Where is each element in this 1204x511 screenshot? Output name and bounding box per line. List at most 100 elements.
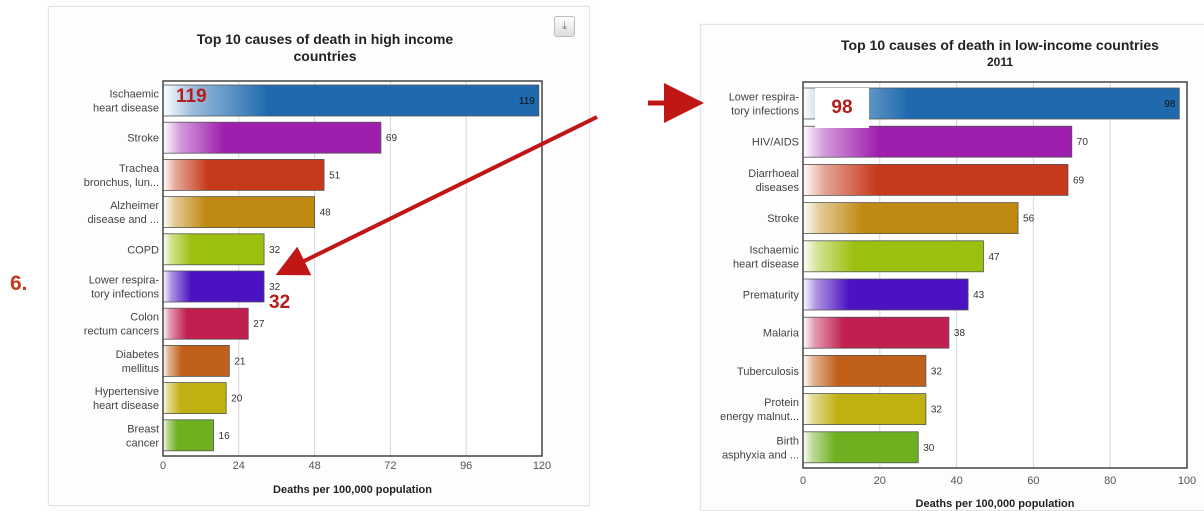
category-label: heart disease <box>93 400 159 412</box>
data-label: 51 <box>329 170 341 181</box>
category-label: tory infections <box>91 289 159 301</box>
plot-frame <box>162 80 543 457</box>
x-tick-label: 24 <box>233 460 245 472</box>
category-label: cancer <box>126 437 159 449</box>
category-label: Protein <box>764 397 799 409</box>
data-label: 47 <box>988 252 1000 263</box>
category-label: Diarrhoeal <box>748 168 799 180</box>
bar <box>162 121 382 154</box>
x-tick-label: 80 <box>1104 475 1116 487</box>
category-label: COPD <box>127 244 159 256</box>
data-label: 70 <box>1077 137 1089 148</box>
x-axis-label: Deaths per 100,000 population <box>273 484 432 496</box>
category-label: Diabetes <box>116 349 160 361</box>
bar <box>162 270 265 303</box>
category-label: Birth <box>776 435 799 447</box>
bar <box>802 431 919 464</box>
category-label: mellitus <box>122 363 160 375</box>
chart-title-line: countries <box>293 47 357 64</box>
data-label: 56 <box>1023 214 1035 225</box>
x-tick-label: 48 <box>308 460 320 472</box>
data-label: 48 <box>320 208 332 219</box>
category-label: HIV/AIDS <box>752 137 799 149</box>
category-label: Trachea <box>119 163 160 175</box>
bar <box>162 84 540 117</box>
chart-title-high-income: Top 10 causes of death in high income co… <box>140 31 510 65</box>
category-label: diseases <box>756 182 800 194</box>
data-label: 32 <box>931 366 943 377</box>
bar <box>802 354 927 387</box>
data-label: 21 <box>234 356 246 367</box>
chart-subtitle-low-income: 2011 <box>986 55 1014 69</box>
data-label: 69 <box>1073 175 1085 186</box>
category-label: bronchus, lun... <box>84 177 159 189</box>
category-label: Lower respira- <box>729 92 800 104</box>
bar <box>802 316 950 349</box>
bar <box>802 278 969 311</box>
category-label: tory infections <box>731 106 799 118</box>
x-tick-label: 96 <box>460 460 472 472</box>
chart-high-income: 0 24 48 72 96 120 119 Ischaemic heart disease 69 S… <box>84 80 551 496</box>
data-label: 119 <box>519 96 535 107</box>
data-label: 30 <box>923 443 935 454</box>
category-label: Lower respira- <box>89 275 160 287</box>
category-label: Ischaemic <box>109 89 159 101</box>
callout-value-ischaemic: 119 <box>176 86 207 107</box>
category-label: energy malnut... <box>720 411 799 423</box>
bar <box>162 233 265 266</box>
callout-value-lower-respiratory: 32 <box>269 292 291 313</box>
category-label: Breast <box>127 423 159 435</box>
category-label: Ischaemic <box>749 244 799 256</box>
category-label: heart disease <box>733 258 799 270</box>
data-label: 43 <box>973 290 985 301</box>
bar <box>802 125 1073 158</box>
data-label: 69 <box>386 133 398 144</box>
download-icon[interactable]: ⤓ <box>554 16 575 37</box>
bar <box>162 382 227 415</box>
category-label: Tuberculosis <box>737 366 799 378</box>
data-label: 98 <box>1164 99 1176 110</box>
bar <box>162 307 249 340</box>
chart-title-low-income: Top 10 causes of death in low-income cou… <box>780 37 1204 54</box>
bar <box>802 240 984 273</box>
data-label: 32 <box>931 405 943 416</box>
arrow-diagonal <box>275 115 598 276</box>
category-label: asphyxia and ... <box>722 449 799 461</box>
category-label: Malaria <box>763 328 800 340</box>
x-tick-label: 40 <box>950 475 962 487</box>
category-label: disease and ... <box>87 214 159 226</box>
x-tick-label: 0 <box>160 460 166 472</box>
section-number: 6. <box>10 272 28 295</box>
x-tick-label: 60 <box>1027 475 1039 487</box>
data-label: 38 <box>954 328 966 339</box>
category-label: heart disease <box>93 103 159 115</box>
data-label: 27 <box>253 319 265 330</box>
x-tick-label: 100 <box>1178 475 1196 487</box>
category-label: rectum cancers <box>84 326 160 338</box>
bar <box>162 196 316 229</box>
annotation-arrows <box>275 83 704 276</box>
category-label: Hypertensive <box>95 386 159 398</box>
x-tick-label: 72 <box>384 460 396 472</box>
chart-title-line: Top 10 causes of death in high income <box>196 31 454 47</box>
callout-value-lower-respiratory-low-income: 98 <box>815 88 869 128</box>
category-label: Alzheimer <box>110 200 159 212</box>
plot-frame <box>802 81 1188 469</box>
x-tick-label: 20 <box>874 475 886 487</box>
category-label: Stroke <box>127 133 159 145</box>
bar <box>802 163 1069 196</box>
x-tick-label: 120 <box>533 460 551 472</box>
bar <box>802 393 927 426</box>
x-axis-label: Deaths per 100,000 population <box>916 498 1075 510</box>
category-label: Stroke <box>767 213 799 225</box>
bar <box>162 158 325 191</box>
bar <box>802 202 1019 235</box>
bar <box>162 419 214 452</box>
data-label: 32 <box>269 245 281 256</box>
data-label: 32 <box>269 282 281 293</box>
data-label: 16 <box>219 431 231 442</box>
chart-low-income: 0 20 40 60 80 100 98 Lower respira-tory infecti… <box>720 81 1196 510</box>
chart-title-line: Top 10 causes of death in low-income cou… <box>841 37 1159 53</box>
bar <box>162 344 230 377</box>
